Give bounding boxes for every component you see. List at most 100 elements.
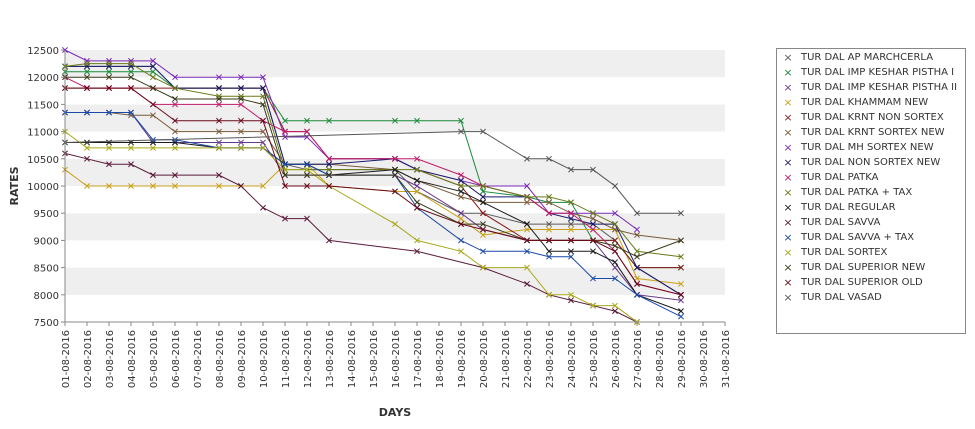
- data-point: [414, 237, 420, 244]
- data-point: [678, 237, 684, 244]
- data-point: [612, 264, 618, 271]
- data-point: [590, 275, 596, 282]
- data-point: [238, 74, 244, 81]
- data-point: [524, 155, 530, 162]
- x-tick-label: 26-08-2016: [611, 330, 622, 388]
- data-point: [414, 199, 420, 206]
- grid-band: [65, 213, 725, 241]
- data-point: [304, 117, 310, 124]
- data-point: [304, 161, 310, 168]
- data-point: [678, 264, 684, 271]
- y-tick-label: 11500: [27, 100, 59, 111]
- legend-item: × TUR DAL PATKA + TAX: [781, 187, 961, 199]
- data-point: [546, 248, 552, 255]
- data-point: [172, 183, 178, 189]
- data-point: [238, 93, 244, 100]
- data-point: [480, 193, 486, 200]
- legend-item: × TUR DAL KRNT NON SORTEX: [781, 112, 961, 124]
- data-point: [150, 112, 156, 119]
- data-point: [458, 172, 464, 179]
- data-point: [282, 161, 288, 168]
- data-point: [634, 291, 640, 298]
- y-tick-label: 8000: [34, 291, 59, 302]
- data-point: [106, 60, 112, 67]
- x-tick-label: 23-08-2016: [545, 330, 556, 388]
- data-point: [458, 215, 464, 222]
- legend-marker-icon: ×: [783, 51, 793, 64]
- data-point: [678, 280, 684, 287]
- series-line: [64, 131, 638, 323]
- data-point: [414, 183, 420, 189]
- data-point: [458, 237, 464, 244]
- x-tick-label: 08-08-2016: [215, 330, 226, 388]
- data-point: [480, 226, 486, 233]
- data-point: [172, 101, 178, 108]
- x-tick-label: 25-08-2016: [589, 330, 600, 388]
- data-point: [106, 183, 112, 189]
- legend-label: TUR DAL AP MARCHCERLA: [801, 52, 934, 63]
- data-point: [458, 210, 464, 217]
- data-point: [568, 226, 574, 233]
- data-point: [172, 85, 178, 92]
- data-point: [612, 237, 618, 244]
- series: [62, 128, 684, 217]
- data-point: [260, 101, 266, 108]
- data-point: [458, 117, 464, 124]
- y-axis-title: RATES: [8, 166, 21, 205]
- data-point: [260, 85, 266, 92]
- legend-item: × TUR DAL SUPERIOR OLD: [781, 277, 961, 289]
- data-point: [568, 297, 574, 304]
- legend-label: TUR DAL SAVVA: [801, 217, 881, 228]
- line-chart: 7500 8000 8500 9000 9500 10000 10500 11000 11500…: [8, 46, 732, 419]
- legend-label: TUR DAL VASAD: [801, 292, 882, 303]
- data-point: [128, 74, 134, 81]
- data-point: [678, 297, 684, 304]
- series-line: [64, 152, 638, 323]
- y-tick-label: 9500: [34, 209, 59, 220]
- data-point: [216, 93, 222, 100]
- data-point: [172, 144, 178, 151]
- data-point: [106, 63, 112, 70]
- data-point: [524, 221, 530, 228]
- data-point: [238, 139, 244, 146]
- data-point: [480, 188, 486, 195]
- data-point: [84, 139, 90, 146]
- legend-item: × TUR DAL SORTEX: [781, 247, 961, 259]
- data-point: [282, 172, 288, 179]
- data-point: [612, 308, 618, 315]
- data-point: [458, 128, 464, 135]
- legend-label: TUR DAL REGULAR: [801, 202, 896, 213]
- data-point: [260, 93, 266, 100]
- data-point: [634, 264, 640, 271]
- data-point: [150, 57, 156, 64]
- data-point: [84, 109, 90, 116]
- data-point: [106, 68, 112, 75]
- data-point: [546, 155, 552, 162]
- grid-band: [65, 267, 725, 295]
- data-point: [216, 128, 222, 135]
- grid-band: [65, 294, 725, 322]
- data-point: [260, 128, 266, 135]
- data-point: [524, 264, 530, 271]
- legend-item: × TUR DAL IMP KESHAR PISTHA II: [781, 82, 961, 94]
- data-point: [106, 74, 112, 81]
- x-tick-label: 22-08-2016: [523, 330, 534, 388]
- data-point: [546, 226, 552, 233]
- y-tick-label: 9000: [34, 236, 59, 247]
- data-point: [568, 221, 574, 228]
- data-point: [392, 188, 398, 195]
- legend-label: TUR DAL PATKA + TAX: [801, 187, 913, 198]
- data-point: [568, 253, 574, 260]
- data-point: [568, 215, 574, 222]
- grid-band: [65, 158, 725, 186]
- data-point: [106, 144, 112, 151]
- data-point: [128, 183, 134, 189]
- data-point: [216, 183, 222, 189]
- y-tick-label: 12500: [27, 46, 59, 57]
- y-axis-ticks: 7500 8000 8500 9000 9500 10000 10500 11000 11500…: [27, 46, 65, 329]
- series: [62, 60, 684, 260]
- data-point: [84, 183, 90, 189]
- legend-label: TUR DAL SAVVA + TAX: [801, 232, 915, 243]
- data-point: [172, 128, 178, 135]
- data-point: [524, 248, 530, 255]
